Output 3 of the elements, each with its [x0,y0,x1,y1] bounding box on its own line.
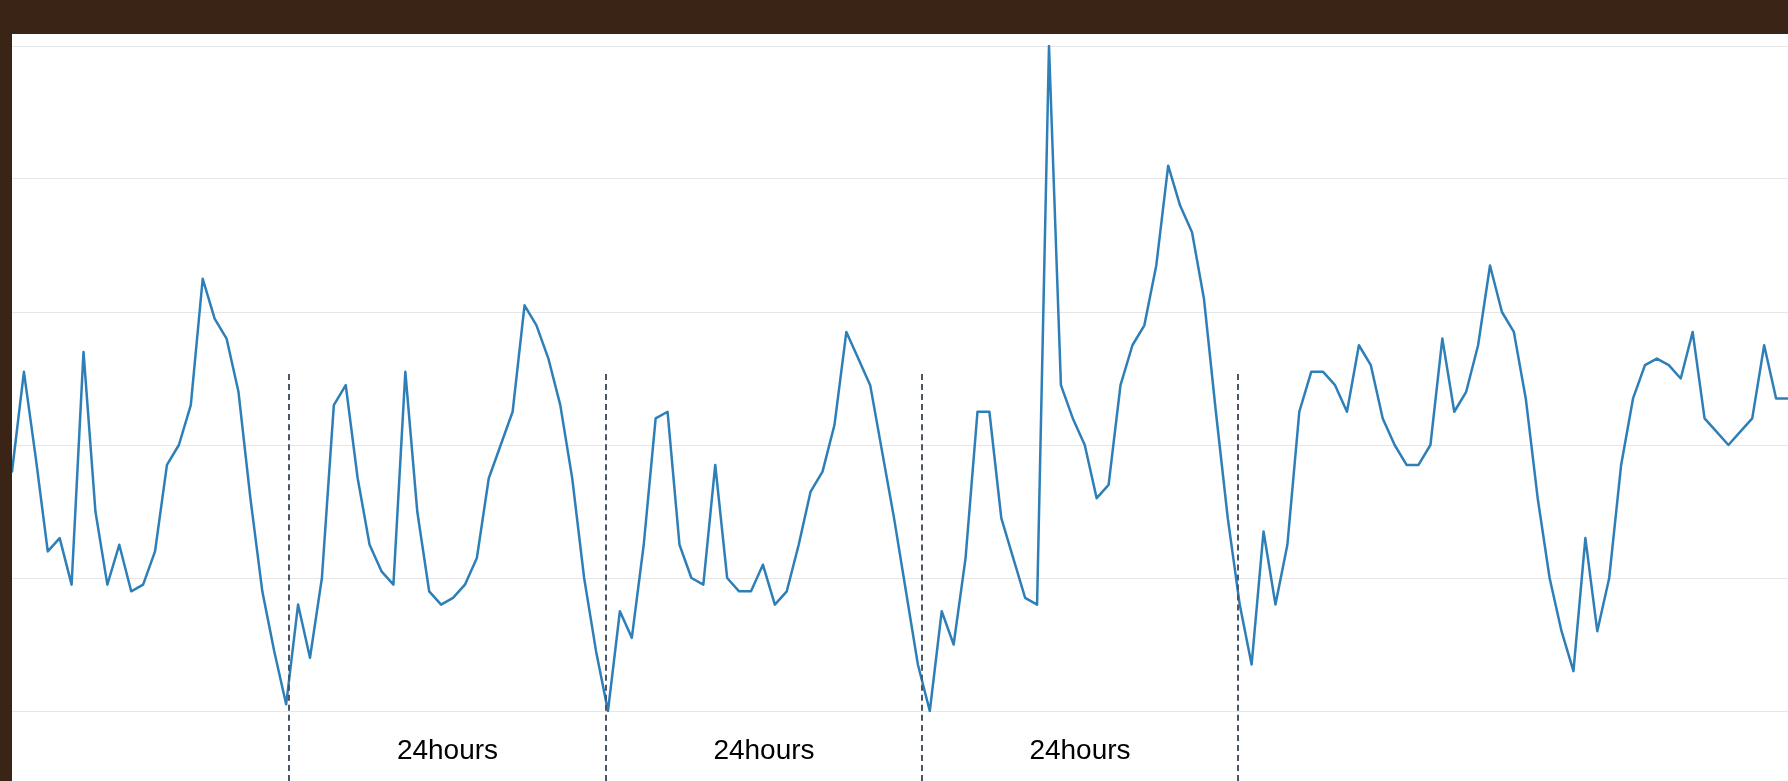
text: 24hours [396,733,499,765]
text: 24hours [713,733,815,765]
text: 24hours [1029,733,1131,765]
